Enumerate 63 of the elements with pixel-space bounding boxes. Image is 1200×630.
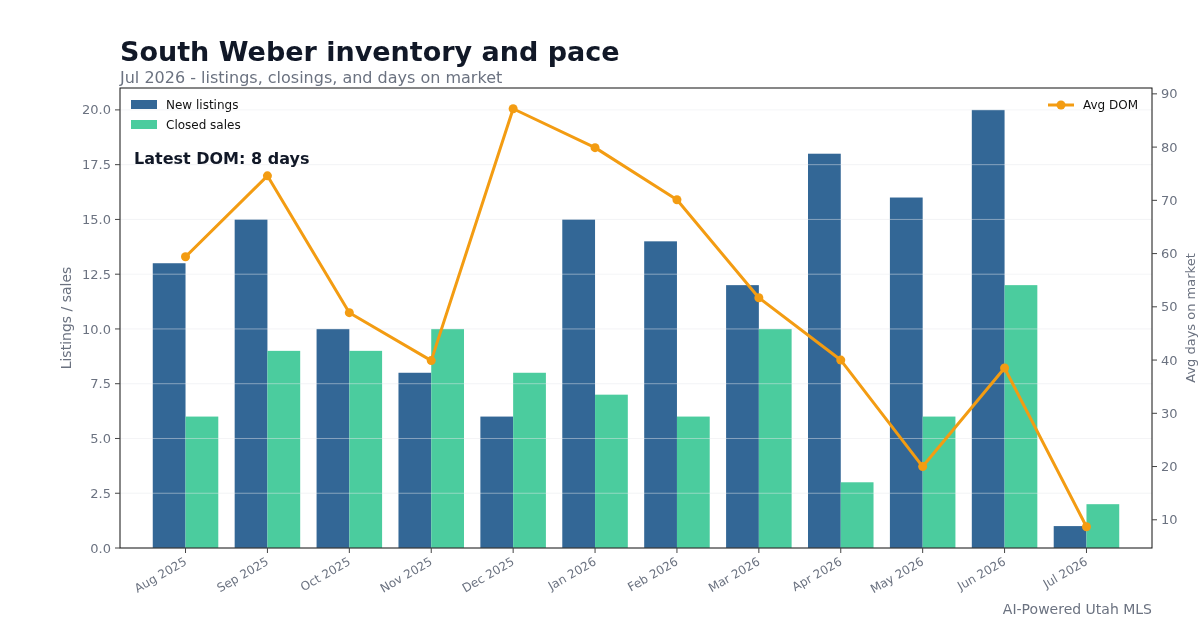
y2-tick-label: 20 xyxy=(1161,459,1178,475)
y-tick-label: 7.5 xyxy=(90,376,111,392)
y-tick-label: 2.5 xyxy=(90,485,111,501)
point xyxy=(672,195,682,205)
point xyxy=(1000,363,1010,373)
bar xyxy=(234,219,268,548)
y2-tick-label: 90 xyxy=(1161,86,1178,102)
y-tick-label: 20.0 xyxy=(82,102,111,118)
bar xyxy=(971,109,1005,548)
y2-axis-title: Avg days on market xyxy=(1183,253,1198,383)
point xyxy=(426,356,436,366)
bar xyxy=(152,263,186,548)
point xyxy=(181,252,191,262)
bar xyxy=(513,372,546,548)
legend-label: Closed sales xyxy=(166,118,241,133)
y2-tick-label: 40 xyxy=(1161,352,1178,368)
point xyxy=(918,462,928,472)
bar xyxy=(840,482,874,548)
bar xyxy=(889,197,923,548)
y2-tick-label: 50 xyxy=(1161,299,1178,315)
point xyxy=(508,104,518,114)
y-tick-label: 0.0 xyxy=(90,540,111,556)
bar xyxy=(1053,526,1087,548)
bar xyxy=(185,416,219,548)
y2-tick-label: 10 xyxy=(1161,512,1178,528)
y2-tick-label: 30 xyxy=(1161,405,1178,421)
bar xyxy=(267,350,301,548)
bar xyxy=(808,153,841,548)
bar xyxy=(922,416,956,548)
bar xyxy=(562,219,596,548)
y2-tick-label: 60 xyxy=(1161,246,1178,262)
y-tick-label: 10.0 xyxy=(82,321,111,337)
chart-subtitle: Jul 2026 - listings, closings, and days on market xyxy=(119,68,503,87)
bar xyxy=(431,328,464,548)
y-tick-label: 15.0 xyxy=(82,211,111,227)
point xyxy=(344,308,354,318)
point xyxy=(590,143,600,153)
y-tick-label: 17.5 xyxy=(82,157,111,173)
bar xyxy=(1086,504,1120,548)
point xyxy=(754,293,764,303)
bar xyxy=(480,416,514,548)
legend-label: New listings xyxy=(166,98,239,113)
point xyxy=(836,355,846,365)
y-axis-title: Listings / sales xyxy=(58,266,74,370)
bar xyxy=(316,328,350,548)
bar xyxy=(676,416,710,548)
bar xyxy=(398,372,432,548)
y2-tick-label: 80 xyxy=(1161,139,1178,155)
chart-title: South Weber inventory and pace xyxy=(120,36,620,67)
bar xyxy=(758,328,792,548)
bar xyxy=(349,350,383,548)
point xyxy=(262,171,272,181)
bar xyxy=(595,394,628,548)
y2-tick-label: 70 xyxy=(1161,192,1178,208)
bar xyxy=(644,241,677,548)
bar xyxy=(726,285,759,548)
point xyxy=(1081,522,1091,532)
legend-label: Avg DOM xyxy=(1083,98,1139,113)
annotation: Latest DOM: 8 days xyxy=(134,149,310,168)
y-tick-label: 5.0 xyxy=(90,431,111,447)
bar xyxy=(1004,285,1038,548)
y-tick-label: 12.5 xyxy=(82,266,111,282)
text: AI-Powered Utah MLS xyxy=(1002,601,1153,617)
